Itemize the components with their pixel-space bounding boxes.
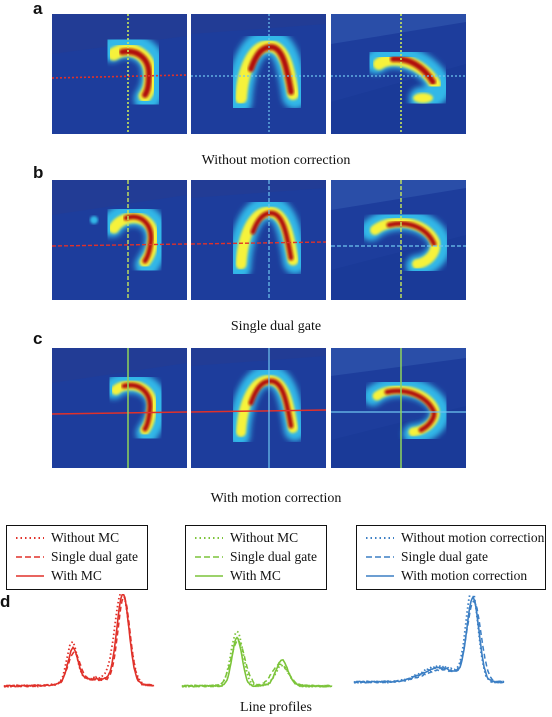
- legend-key-dashed-line: [195, 556, 223, 558]
- profile-dotted-line: [181, 630, 333, 689]
- caption-b: Single dual gate: [230, 319, 322, 334]
- profile-solid-line: [3, 594, 155, 688]
- legend-key-dotted-line: [16, 537, 44, 539]
- panel-letter-a: a: [33, 0, 43, 18]
- legend-blue-item-solid: With motion correction: [365, 567, 527, 585]
- legend-blue-item-dashed: Single dual gate: [365, 548, 488, 566]
- panel-letter-d: d: [0, 592, 11, 611]
- legend-label: Without MC: [51, 530, 120, 545]
- legend-key-dashed-line: [366, 556, 394, 558]
- legend-red-item-dashed: Single dual gate: [15, 548, 138, 566]
- pet-image-a-1: [52, 14, 187, 134]
- pet-image-c-1: [52, 348, 187, 468]
- pet-image-c-2: [191, 348, 326, 468]
- legend-key-solid-line: [16, 575, 44, 577]
- legend-red-item-solid: With MC: [15, 567, 102, 585]
- pet-image-a-3: [331, 14, 466, 134]
- caption-c: With motion correction: [210, 491, 342, 506]
- legend-label: Without motion correction: [401, 530, 545, 545]
- pet-image-a-2: [191, 14, 326, 134]
- legend-red: Without MC Single dual gate With MC: [6, 525, 148, 590]
- legend-green: Without MC Single dual gate With MC: [185, 525, 327, 590]
- profile-solid-line: [181, 636, 333, 689]
- legend-label: Single dual gate: [51, 549, 138, 564]
- legend-key-dashed-line: [16, 556, 44, 558]
- legend-label: With MC: [230, 568, 281, 583]
- legend-label: With motion correction: [401, 568, 528, 583]
- legend-label: Single dual gate: [401, 549, 488, 564]
- legend-blue-item-dotted: Without motion correction: [365, 529, 544, 547]
- profile-dashed-line: [353, 599, 505, 684]
- legend-red-item-dotted: Without MC: [15, 529, 119, 547]
- profile-dashed-line: [181, 639, 333, 688]
- profile-red: [3, 594, 155, 689]
- panel-letter-b: b: [33, 163, 44, 182]
- pet-image-b-3: [331, 180, 466, 300]
- profile-green: [181, 630, 333, 689]
- legend-blue: Without motion correction Single dual gat…: [356, 525, 546, 590]
- legend-green-item-dotted: Without MC: [194, 529, 298, 547]
- legend-key-dotted-line: [366, 537, 394, 539]
- caption-a: Without motion correction: [201, 153, 351, 168]
- pet-image-c-3: [331, 348, 466, 468]
- legend-key-solid-line: [366, 575, 394, 577]
- caption-d: Line profiles: [240, 700, 312, 715]
- legend-label: Without MC: [230, 530, 299, 545]
- profile-solid-line: [353, 595, 505, 684]
- legend-key-dotted-line: [195, 537, 223, 539]
- pet-image-b-1: [52, 180, 187, 300]
- legend-green-item-dashed: Single dual gate: [194, 548, 317, 566]
- profile-dashed-line: [3, 594, 155, 688]
- pet-image-b-2: [191, 180, 326, 300]
- legend-green-item-solid: With MC: [194, 567, 281, 585]
- legend-label: With MC: [51, 568, 102, 583]
- panel-letter-c: c: [33, 329, 43, 348]
- legend-label: Single dual gate: [230, 549, 317, 564]
- legend-key-solid-line: [195, 575, 223, 577]
- profile-blue: [353, 594, 505, 685]
